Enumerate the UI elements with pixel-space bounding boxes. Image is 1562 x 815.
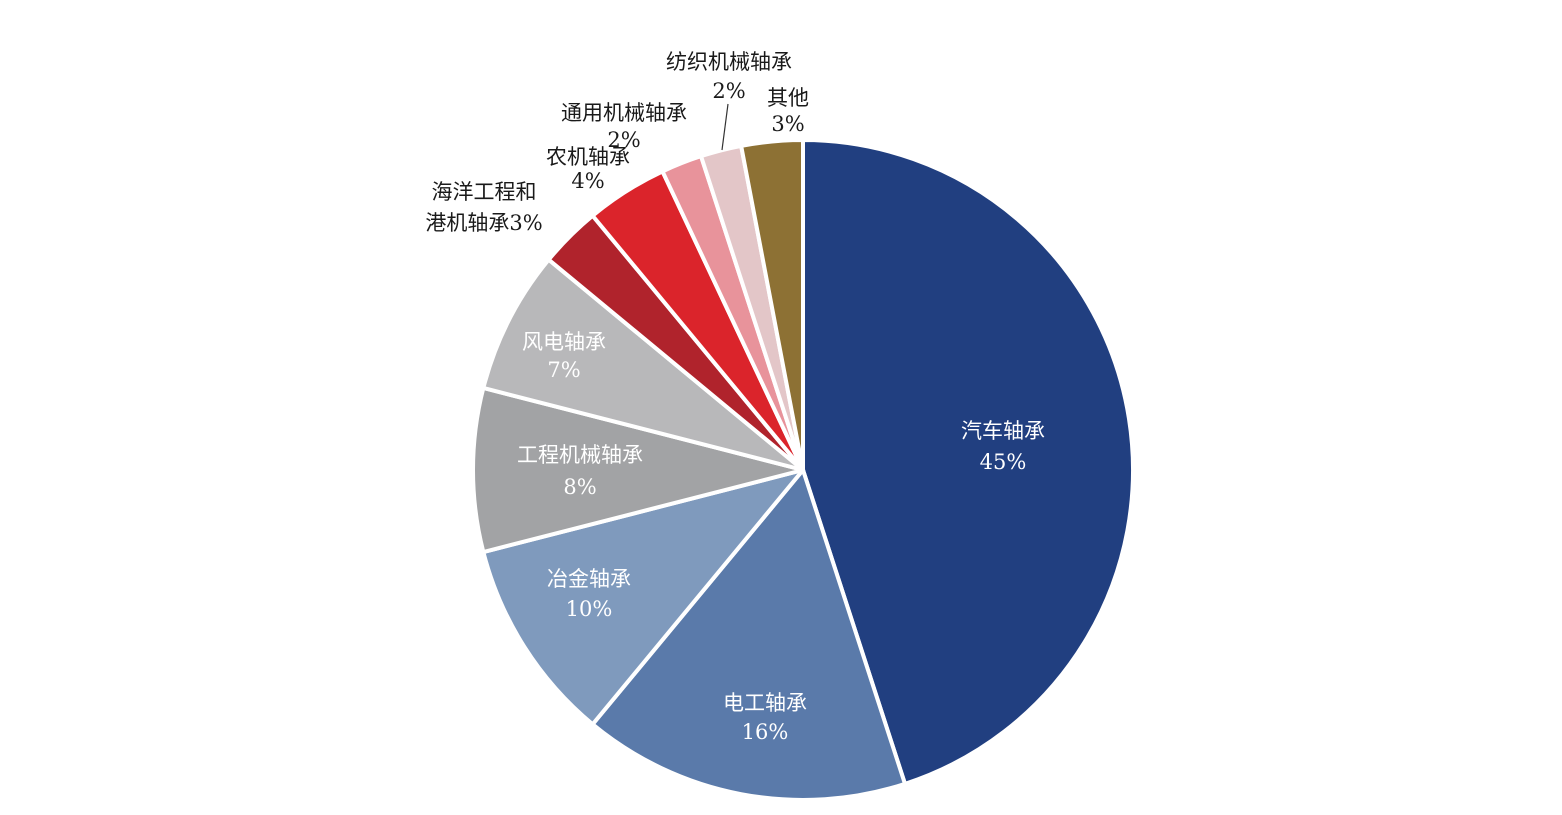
slice-label-9: 其他 3%: [767, 86, 809, 136]
slice-label-name: 风电轴承: [522, 330, 606, 354]
slice-label-name: 工程机械轴承: [517, 443, 643, 467]
slice-label-name: 其他: [767, 86, 809, 110]
pie-slice-4: [481, 257, 805, 472]
slice-label-0: 汽车轴承 45%: [961, 419, 1045, 474]
slice-label-4: 风电轴承 7%: [522, 330, 606, 382]
pie-slice-1: [590, 468, 907, 802]
slice-label-value: 16%: [742, 720, 789, 744]
slice-label-value: 7%: [547, 358, 580, 382]
slice-label-value: 2%: [607, 128, 640, 152]
slice-label-name: 电工轴承: [723, 691, 807, 715]
slice-label-value: 2%: [712, 79, 745, 103]
slice-label-7: 通用机械轴承 2%: [561, 101, 687, 152]
slice-label-value: 3%: [771, 112, 804, 136]
slice-label-8: 纺织机械轴承 2%: [666, 50, 792, 103]
slice-label-name: 海洋工程和: [432, 180, 537, 204]
labels-layer: 汽车轴承 45% 电工轴承 16% 冶金轴承 10% 工程机械轴承 8% 风电轴承 7% 海洋工程和…: [425, 50, 1045, 744]
slice-label-value: 45%: [980, 450, 1027, 474]
slice-label-value: 4%: [571, 169, 604, 193]
pie-slice-3: [471, 385, 805, 555]
pie-slice-0: [801, 138, 1135, 786]
slice-label-name: 农机轴承: [546, 145, 630, 169]
slice-label-1: 电工轴承 16%: [723, 691, 807, 744]
slices-layer: [471, 138, 1135, 802]
slice-label-5: 海洋工程和港机轴承3%: [425, 180, 542, 235]
slice-label-2: 冶金轴承 10%: [547, 567, 631, 621]
slice-label-value: 10%: [566, 597, 613, 621]
slice-label-6: 农机轴承 4%: [546, 145, 630, 193]
slice-label-name: 冶金轴承: [547, 567, 631, 591]
slice-label-3: 工程机械轴承 8%: [517, 443, 643, 499]
slice-label-name: 汽车轴承: [961, 419, 1045, 443]
pie-slice-9: [739, 138, 805, 472]
slice-label-name: 纺织机械轴承: [666, 50, 792, 74]
leader-line-8: [721, 103, 729, 151]
slice-label-value: 港机轴承3%: [425, 211, 542, 235]
slice-label-value: 8%: [563, 475, 596, 499]
leader-lines-layer: [721, 103, 729, 151]
slice-label-name: 通用机械轴承: [561, 101, 687, 125]
